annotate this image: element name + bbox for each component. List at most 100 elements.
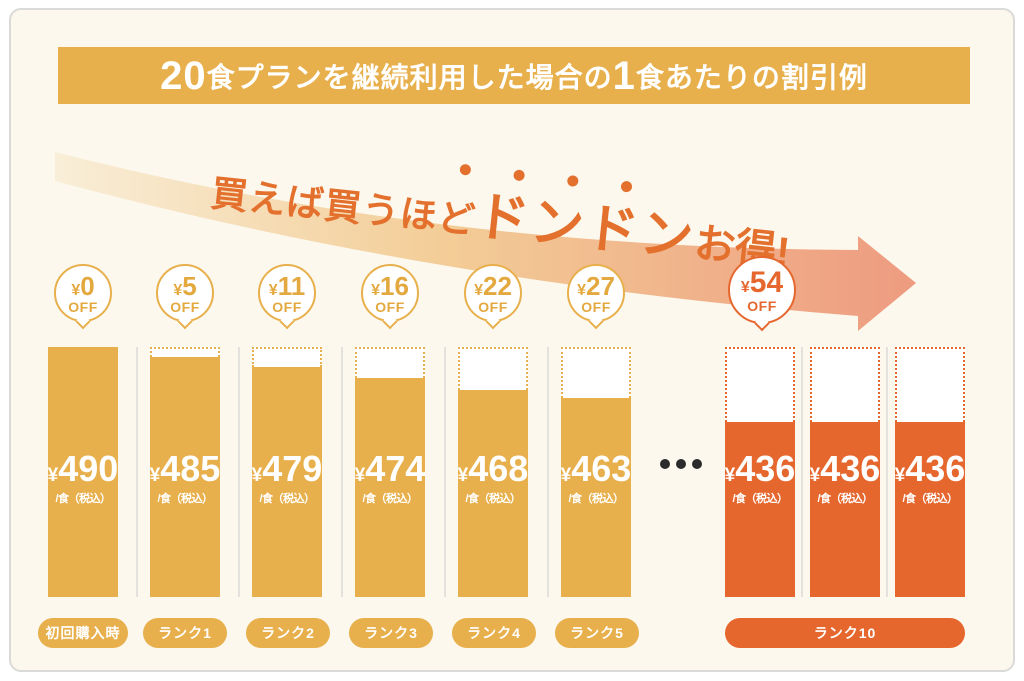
ellipsis-dot-icon	[660, 459, 670, 469]
bar-fill	[252, 367, 322, 597]
column-divider	[547, 347, 549, 597]
price-currency: ¥	[354, 465, 366, 486]
price-amount: 479	[262, 448, 323, 489]
price-amount: 474	[365, 448, 426, 489]
badge-value: 16	[379, 270, 409, 301]
bar-fill	[895, 422, 965, 597]
discount-gap-box	[561, 347, 631, 399]
badge-off-label: OFF	[272, 298, 302, 315]
price-amount: 490	[58, 448, 119, 489]
badge-value: 27	[585, 270, 615, 301]
bar-price: ¥436	[809, 451, 881, 487]
bar-price: ¥479	[251, 448, 323, 489]
discount-gap-box	[810, 347, 880, 422]
bar-fill	[725, 422, 795, 597]
bar-price: ¥468	[457, 448, 529, 489]
badge-yen: ¥	[71, 281, 81, 299]
price-bar-485: ¥485 /食（税込）	[150, 347, 220, 597]
badge-off-label: OFF	[747, 297, 777, 314]
rank-pill-4: ランク4	[452, 618, 536, 648]
badge-off-label: OFF	[170, 298, 200, 315]
badge-value: 0	[80, 270, 95, 301]
price-currency: ¥	[149, 465, 161, 486]
badge-off-label: OFF	[478, 298, 508, 315]
price-unit: /食（税込）	[362, 493, 418, 505]
badge-amount: ¥5	[173, 273, 196, 299]
badge-yen: ¥	[371, 281, 380, 299]
ellipsis-dot-icon	[676, 459, 686, 469]
bar-price-label: ¥436 /食（税込）	[894, 448, 966, 506]
price-currency: ¥	[47, 465, 59, 486]
price-currency: ¥	[724, 465, 736, 486]
price-currency: ¥	[251, 465, 263, 486]
price-currency: ¥	[894, 465, 906, 486]
rank-pill-3: ランク3	[349, 618, 433, 648]
bar-price-label: ¥468 /食（税込）	[457, 448, 529, 506]
bar-price-label: ¥490 /食（税込）	[47, 448, 119, 506]
bar-price: ¥436	[894, 448, 966, 489]
price-bar-463: ¥463 /食（税込）	[561, 347, 631, 597]
column-divider	[238, 347, 240, 597]
price-unit: /食（税込）	[732, 493, 788, 505]
discount-badge-11yen: ¥11 OFF	[258, 264, 316, 330]
banner-text-mid: 食プランを継続利用した場合の	[206, 61, 613, 93]
bar-fill	[561, 398, 631, 597]
price-unit: /食（税込）	[55, 493, 111, 505]
badge-yen: ¥	[577, 281, 586, 299]
price-bar-436-c: ¥436 /食（税込）	[895, 347, 965, 597]
column-divider	[886, 347, 888, 597]
badge-amount: ¥22	[474, 273, 512, 299]
bar-price-label: ¥436 /食（税込）	[724, 448, 796, 506]
price-bar-479: ¥479 /食（税込）	[252, 347, 322, 597]
bar-price-label: ¥479 /食（税込）	[251, 448, 323, 506]
bar-price-label: ¥436 /食（税込）	[809, 451, 881, 506]
discount-badge-27yen: ¥27 OFF	[567, 264, 625, 330]
discount-gap-box	[355, 347, 425, 379]
rank-pill-2: ランク2	[246, 618, 330, 648]
banner-number-2: 1	[612, 53, 636, 98]
bar-price: ¥436	[724, 448, 796, 489]
price-currency: ¥	[560, 465, 572, 486]
price-bar-490: ¥490 /食（税込）	[48, 347, 118, 597]
price-bar-436-b: ¥436 /食（税込）	[810, 347, 880, 597]
badge-value: 11	[277, 270, 306, 301]
badge-amount: ¥54	[741, 265, 784, 299]
badge-value: 54	[749, 265, 784, 299]
price-unit: /食（税込）	[568, 493, 624, 505]
discount-badge-0yen: ¥0 OFF	[54, 264, 112, 330]
title-banner: 20 食プランを継続利用した場合の 1 食あたりの割引例	[58, 47, 970, 104]
badge-yen: ¥	[268, 281, 278, 299]
rank-pill-first-purchase: 初回購入時	[38, 618, 128, 648]
price-amount: 436	[735, 448, 796, 489]
badge-amount: ¥27	[577, 273, 615, 299]
price-unit: /食（税込）	[157, 493, 213, 505]
price-currency: ¥	[809, 465, 821, 486]
badge-off-label: OFF	[581, 298, 611, 315]
bar-price: ¥463	[560, 448, 632, 489]
bar-price-label: ¥474 /食（税込）	[354, 448, 426, 506]
rank-pill-10: ランク10	[725, 618, 965, 648]
badge-yen: ¥	[173, 281, 183, 299]
badge-amount: ¥0	[71, 273, 94, 299]
column-divider	[341, 347, 343, 597]
badge-value: 5	[182, 270, 197, 301]
price-unit: /食（税込）	[465, 493, 521, 505]
continuation-ellipsis	[660, 459, 702, 469]
bar-price: ¥490	[47, 448, 119, 489]
column-divider	[444, 347, 446, 597]
price-amount: 436	[905, 448, 966, 489]
discount-badge-54yen: ¥54 OFF	[728, 256, 796, 332]
rank-pill-1: ランク1	[143, 618, 227, 648]
bar-fill	[150, 357, 220, 597]
column-divider	[801, 347, 803, 597]
bar-price-label: ¥463 /食（税込）	[560, 448, 632, 506]
rank-pill-5: ランク5	[555, 618, 639, 648]
price-currency: ¥	[457, 465, 469, 486]
bar-fill	[355, 378, 425, 597]
price-bar-468: ¥468 /食（税込）	[458, 347, 528, 597]
badge-yen: ¥	[474, 281, 483, 299]
price-amount: 468	[468, 448, 529, 489]
price-amount: 463	[571, 448, 632, 489]
bar-fill	[48, 347, 118, 597]
